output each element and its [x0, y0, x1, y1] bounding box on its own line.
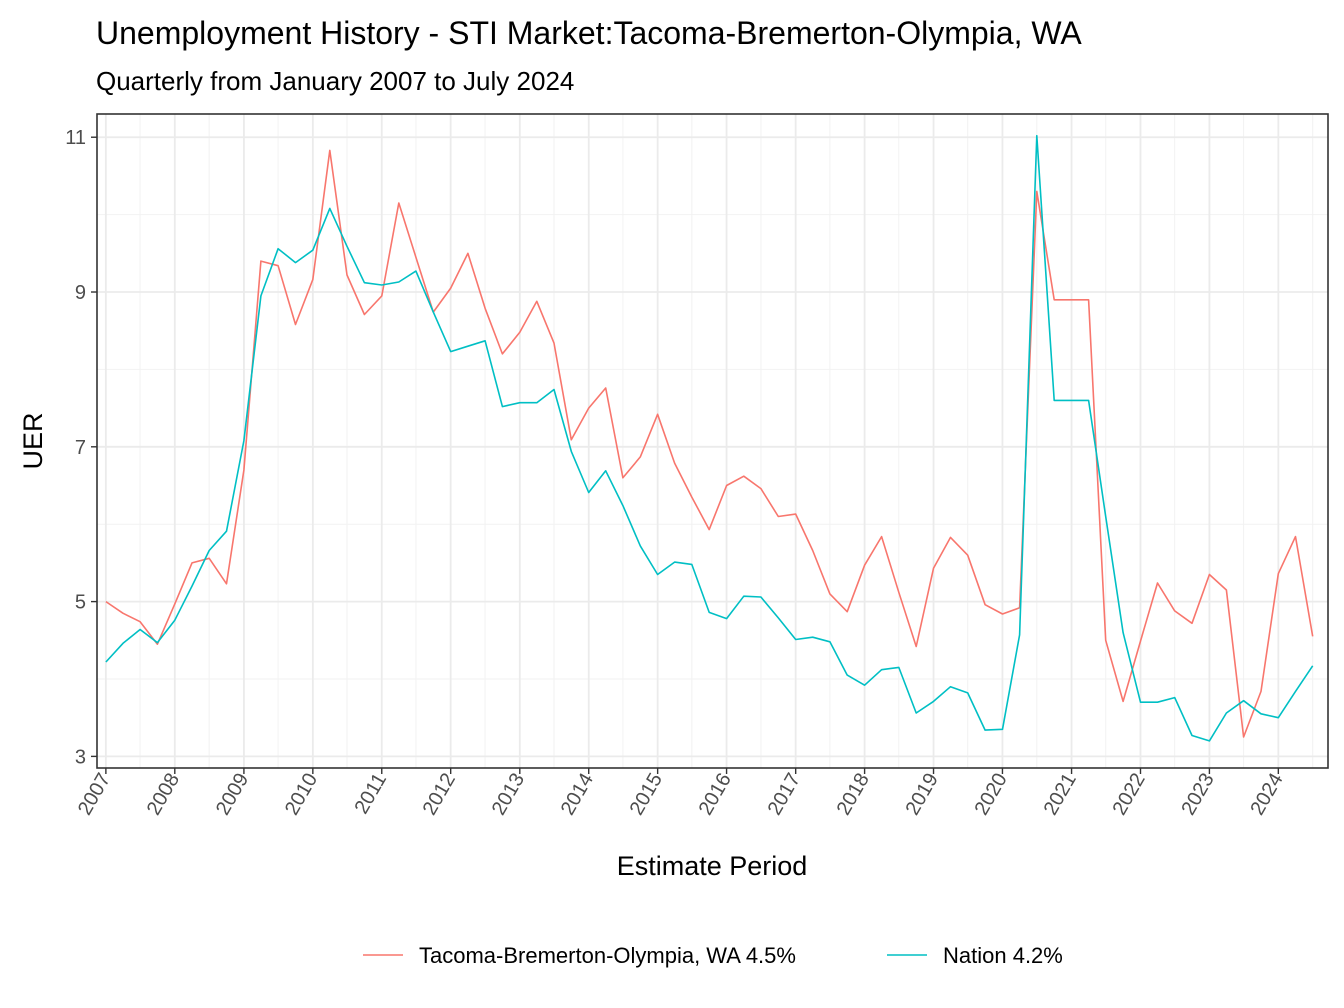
y-tick-label: 9 — [75, 282, 86, 304]
plot-background — [97, 114, 1328, 768]
x-tick-label: 2021 — [1040, 770, 1081, 820]
x-axis-title: Estimate Period — [617, 851, 808, 881]
x-tick-label: 2017 — [764, 770, 805, 820]
major-gridlines — [97, 114, 1328, 768]
x-tick-label: 2012 — [419, 770, 460, 820]
x-tick-label: 2016 — [695, 770, 736, 820]
y-tick-label: 3 — [75, 746, 86, 768]
chart-title: Unemployment History - STI Market:Tacoma… — [96, 15, 1082, 51]
y-axis-title: UER — [18, 412, 48, 469]
x-tick-label: 2007 — [74, 770, 115, 820]
series-line-0 — [105, 149, 1314, 738]
x-tick-label: 2018 — [833, 770, 874, 820]
x-tick-label: 2008 — [143, 770, 184, 820]
x-tick-label: 2019 — [902, 770, 943, 820]
x-tick-label: 2022 — [1109, 770, 1150, 820]
data-series — [105, 134, 1314, 742]
x-tick-label: 2010 — [281, 770, 322, 820]
x-axis: 2007 2008 2009 2010 2011 2012 2013 2014 2015 2016… — [74, 768, 1288, 819]
y-tick-label: 11 — [65, 127, 86, 149]
x-tick-label: 2013 — [488, 770, 529, 820]
y-tick-label: 5 — [75, 592, 86, 614]
x-tick-label: 2015 — [626, 770, 667, 820]
legend-label-tacoma: Tacoma-Bremerton-Olympia, WA 4.5% — [419, 943, 796, 968]
series-line-1 — [105, 134, 1314, 742]
legend: Tacoma-Bremerton-Olympia, WA 4.5% Nation… — [363, 943, 1063, 968]
x-tick-label: 2009 — [212, 770, 253, 820]
chart-subtitle: Quarterly from January 2007 to July 2024 — [96, 66, 574, 96]
y-tick-label: 7 — [75, 437, 86, 459]
plot-border — [96, 113, 1329, 769]
x-tick-label: 2014 — [557, 770, 598, 820]
y-axis: 3 5 7 9 11 — [65, 127, 97, 768]
x-tick-label: 2011 — [351, 770, 392, 818]
legend-label-nation: Nation 4.2% — [943, 943, 1063, 968]
x-tick-label: 2023 — [1177, 770, 1218, 820]
x-tick-label: 2024 — [1246, 770, 1287, 820]
x-tick-label: 2020 — [970, 770, 1011, 820]
minor-gridlines — [97, 114, 1328, 768]
